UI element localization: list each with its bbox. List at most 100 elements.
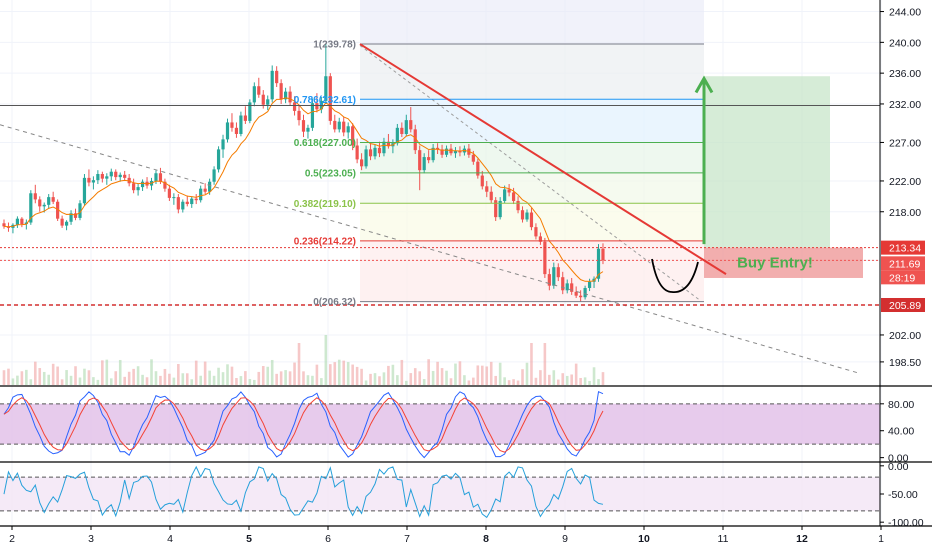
volume-bar <box>235 378 238 385</box>
volume-bar <box>257 371 261 385</box>
volume-bar <box>154 371 158 385</box>
volume-bar <box>279 371 283 385</box>
long-trendline <box>0 124 861 374</box>
volume-bar <box>320 378 323 385</box>
volume-bar <box>114 371 118 385</box>
candle-body <box>292 102 297 111</box>
candle-body <box>400 127 404 134</box>
pane-tick-label: -100.00 <box>888 517 924 529</box>
candle-body <box>105 176 109 179</box>
candle-body <box>47 197 51 205</box>
volume-bar <box>101 360 104 385</box>
candle-body <box>118 174 122 178</box>
price-tick-label: 198.50 <box>889 357 921 369</box>
candle-body <box>561 277 565 291</box>
candle-body <box>230 122 234 128</box>
candle-body <box>440 149 444 155</box>
volume-bar <box>351 364 354 385</box>
volume-bar <box>396 375 399 385</box>
volume-bar <box>485 366 489 385</box>
candle-body <box>270 70 274 100</box>
candle-body <box>507 189 511 193</box>
candle-body <box>132 183 136 191</box>
candle-body <box>342 121 346 133</box>
volume-bar <box>105 359 109 385</box>
candle-body <box>154 173 158 181</box>
volume-bar <box>185 373 189 385</box>
volume-bar <box>489 361 493 385</box>
candle-body <box>239 115 243 134</box>
volume-bar <box>454 363 457 385</box>
volume-bar <box>539 370 542 385</box>
candle-body <box>498 200 502 218</box>
stoch-band <box>0 403 880 445</box>
drawings: 1(239.78) 0.786(232.61) 0.618(227.00) 0.5(2… <box>0 40 880 374</box>
volume-bar <box>507 380 511 385</box>
volume-bar <box>69 375 73 385</box>
candle-body <box>471 154 475 162</box>
volume-bar <box>96 379 100 385</box>
volume-bar <box>329 364 332 385</box>
candle-body <box>337 121 341 130</box>
volume-bar <box>136 366 140 385</box>
candle-body <box>485 186 489 192</box>
volume-bar <box>480 365 484 385</box>
volume-bar <box>92 377 95 385</box>
volume-bar <box>16 375 19 385</box>
volume-bar <box>601 372 605 385</box>
time-tick-label: 7 <box>404 533 410 545</box>
volume-bar <box>440 368 444 385</box>
candles <box>2 44 605 302</box>
fib-zone <box>360 172 704 204</box>
volume-bar <box>521 369 524 385</box>
volume-bar <box>145 377 149 385</box>
price-tick-label: 218.00 <box>889 207 921 219</box>
candle-body <box>190 198 194 205</box>
cci-band <box>0 477 880 511</box>
candle-body <box>87 177 91 183</box>
candle-body <box>225 122 230 140</box>
candle-body <box>444 148 449 155</box>
fib-level-label: 1(239.78) <box>313 40 356 51</box>
resistance-trendline <box>359 43 727 275</box>
candle-body <box>364 149 368 167</box>
time-tick-label: 4 <box>167 533 173 545</box>
volume-bar <box>83 368 86 385</box>
volume-bar <box>244 371 247 385</box>
volume-bar <box>163 368 167 385</box>
candle-body <box>458 150 462 153</box>
candle-body <box>69 213 73 222</box>
volume-bar <box>369 373 372 385</box>
time-tick-label: 6 <box>325 533 331 545</box>
candle-body <box>2 223 6 227</box>
candle-body <box>418 150 422 171</box>
candle-body <box>525 212 529 220</box>
volume-bar <box>445 370 448 385</box>
candle-body <box>96 174 100 181</box>
volume-bar <box>409 373 413 385</box>
candle-body <box>38 199 42 207</box>
candle-body <box>78 203 82 218</box>
volume-bar <box>494 375 497 385</box>
volume-bar <box>127 371 131 385</box>
volume-bar <box>60 379 64 385</box>
candle-body <box>310 103 315 128</box>
volume-bar <box>597 379 600 385</box>
price-tick-label: 232.00 <box>889 99 921 111</box>
price-badge <box>881 270 925 285</box>
pane-tick-label: 0.00 <box>888 461 909 473</box>
volume-bar <box>534 377 538 385</box>
price-badge-label: 205.89 <box>889 300 921 312</box>
time-tick-label: 9 <box>562 533 568 545</box>
pane-tick-label: 80.00 <box>888 399 914 411</box>
volume-bar <box>123 376 126 385</box>
volume-bar <box>212 375 216 385</box>
volume-bar <box>552 370 556 385</box>
candle-body <box>570 283 574 292</box>
volume-bar <box>293 362 296 385</box>
candle-body <box>373 147 377 157</box>
candle-body <box>266 99 270 105</box>
volume-bar <box>275 373 278 385</box>
candle-body <box>301 120 306 132</box>
